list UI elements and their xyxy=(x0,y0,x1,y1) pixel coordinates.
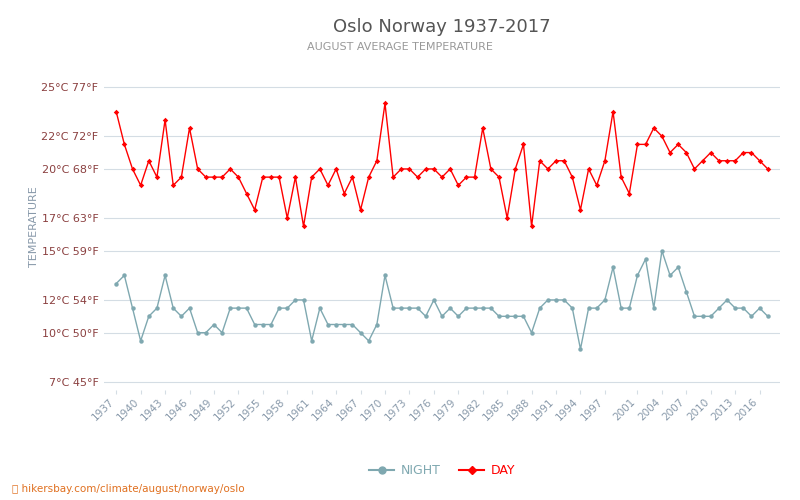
Title: Oslo Norway 1937-2017: Oslo Norway 1937-2017 xyxy=(333,18,551,36)
Text: ⓘ hikersbay.com/climate/august/norway/oslo: ⓘ hikersbay.com/climate/august/norway/os… xyxy=(12,484,245,494)
Text: AUGUST AVERAGE TEMPERATURE: AUGUST AVERAGE TEMPERATURE xyxy=(307,42,493,52)
Legend: NIGHT, DAY: NIGHT, DAY xyxy=(364,459,520,482)
Y-axis label: TEMPERATURE: TEMPERATURE xyxy=(29,186,38,266)
